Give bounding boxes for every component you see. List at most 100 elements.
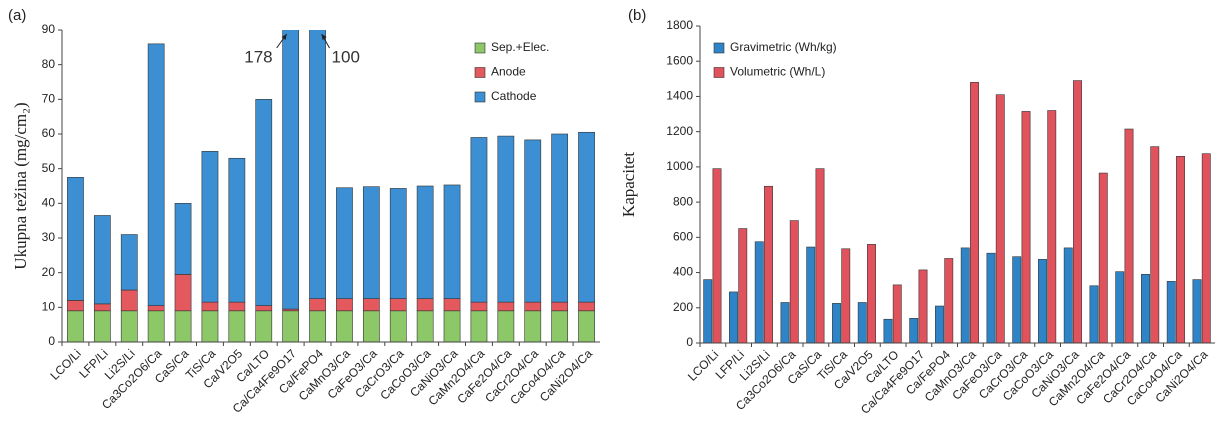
bar [1047, 110, 1057, 344]
legend-swatch [474, 67, 486, 78]
bar-segment [174, 203, 192, 275]
bar-segment [470, 301, 488, 312]
bar [1012, 256, 1022, 344]
bar-segment [497, 301, 515, 312]
bar [883, 318, 893, 344]
annotation: 100 [332, 47, 360, 66]
bar [1073, 80, 1082, 344]
bar [892, 284, 902, 344]
bar-segment [147, 305, 165, 312]
y-tick-label: 40 [42, 196, 56, 210]
bar-segment [309, 298, 326, 312]
bar-segment [255, 305, 273, 312]
bar [832, 303, 841, 344]
bar [815, 168, 825, 344]
bar [1021, 111, 1031, 344]
y-tick-label: 0 [686, 335, 693, 349]
bar-segment [93, 303, 111, 312]
bar-segment [578, 301, 595, 312]
bar-segment [336, 187, 353, 299]
bar [703, 279, 713, 344]
bar-segment [67, 177, 84, 301]
annotation: 178 [244, 47, 272, 66]
bar-segment [336, 298, 353, 312]
bar [754, 241, 764, 344]
y-tick-label: 10 [42, 300, 56, 314]
y-tick-label: 1000 [666, 159, 693, 173]
bar-segment [578, 131, 595, 303]
y-tick-label: 400 [673, 265, 693, 279]
bar-segment [174, 274, 192, 312]
y-tick-label: 600 [673, 230, 693, 244]
y-tick-label: 0 [48, 334, 55, 348]
legend-swatch [474, 91, 486, 103]
legend-swatch [713, 67, 725, 78]
bar-segment [416, 185, 434, 299]
bar-segment [470, 310, 488, 343]
bar-segment [309, 30, 326, 299]
x-tick-label: LCO/Li [47, 346, 83, 382]
bar-segment [443, 298, 461, 312]
y-tick-label: 60 [42, 126, 56, 140]
bar-segment [551, 133, 569, 303]
bar-segment [416, 310, 434, 343]
bar [780, 302, 790, 344]
bar [1176, 156, 1185, 344]
bar-segment [362, 186, 380, 299]
y-tick-label: 1600 [666, 53, 693, 67]
bar [1201, 153, 1211, 344]
legend-label: Gravimetric (Wh/kg) [730, 40, 837, 54]
bar [935, 305, 944, 344]
bar [1089, 285, 1099, 344]
bar [909, 318, 919, 344]
legend-label: Cathode [491, 89, 537, 103]
bar-segment [67, 310, 84, 343]
bar-segment [362, 310, 380, 343]
y-tick-label: 800 [673, 194, 693, 208]
bar [1166, 281, 1176, 344]
bar-segment [120, 289, 138, 312]
bar [1098, 172, 1108, 344]
bar [857, 302, 867, 344]
bar-segment [497, 135, 515, 303]
bar-segment [309, 310, 326, 343]
bar-segment [201, 310, 219, 343]
legend-swatch [474, 42, 486, 54]
bar [1038, 259, 1047, 344]
bar-segment [443, 310, 461, 343]
bar-segment [551, 310, 569, 343]
bar-segment [201, 151, 219, 303]
y-tick-label: 1400 [666, 89, 693, 103]
legend-label: Anode [491, 65, 526, 79]
legend-label: Sep.+Elec. [491, 40, 549, 54]
bar-segment [362, 298, 380, 312]
legend-label: Volumetric (Wh/L) [730, 65, 825, 79]
bar-segment [93, 310, 111, 343]
bar [1124, 128, 1134, 344]
bar-segment [443, 184, 461, 299]
bar [867, 244, 876, 344]
bar-segment [524, 139, 542, 303]
bar-segment [201, 301, 219, 312]
bar-segment [255, 99, 273, 306]
bar-segment [336, 310, 353, 343]
bar-segment [93, 215, 111, 305]
bar [995, 94, 1005, 344]
y-tick-label: 20 [42, 265, 56, 279]
bar [970, 82, 979, 344]
bar-segment [147, 43, 165, 306]
bar-segment [497, 310, 515, 343]
annotation-arrowhead [281, 34, 287, 40]
marks [703, 80, 1211, 344]
bar-segment [282, 310, 300, 343]
bar-segment [524, 301, 542, 312]
y-tick-label: 200 [673, 300, 693, 314]
y-tick-label: 50 [42, 161, 56, 175]
bar [806, 246, 816, 344]
bar-segment [228, 157, 246, 303]
bar [1192, 279, 1202, 344]
bar [1115, 271, 1125, 344]
bar-segment [551, 301, 569, 312]
bar [841, 248, 851, 344]
bar [729, 291, 738, 344]
